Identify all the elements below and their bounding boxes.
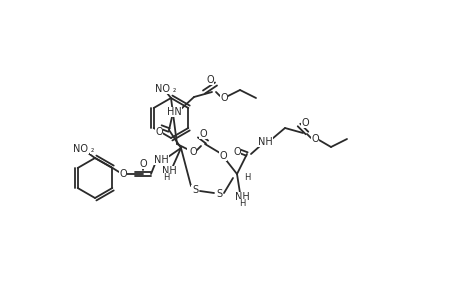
Text: O: O [301,118,309,128]
Text: ₂: ₂ [91,145,94,153]
Text: O: O [206,75,214,85]
Text: H: H [244,173,250,182]
Text: NH: NH [235,192,249,202]
Text: NH: NH [154,155,169,165]
Text: O: O [311,134,319,144]
Text: O: O [139,159,147,169]
Text: S: S [216,189,222,199]
Text: HN: HN [167,107,181,117]
Text: O: O [119,169,127,179]
Text: O: O [220,93,228,103]
Text: H: H [239,200,245,208]
Text: O: O [199,129,207,139]
Text: S: S [192,185,198,195]
Text: NH: NH [258,137,272,147]
Text: NO: NO [155,84,170,94]
Text: O: O [219,151,227,161]
Text: ₂: ₂ [173,84,176,93]
Text: O: O [189,147,197,157]
Text: NH: NH [162,166,176,176]
Text: H: H [188,146,194,155]
Text: NO: NO [73,144,88,154]
Text: H: H [163,173,169,182]
Text: O: O [233,147,241,157]
Text: O: O [155,127,163,137]
